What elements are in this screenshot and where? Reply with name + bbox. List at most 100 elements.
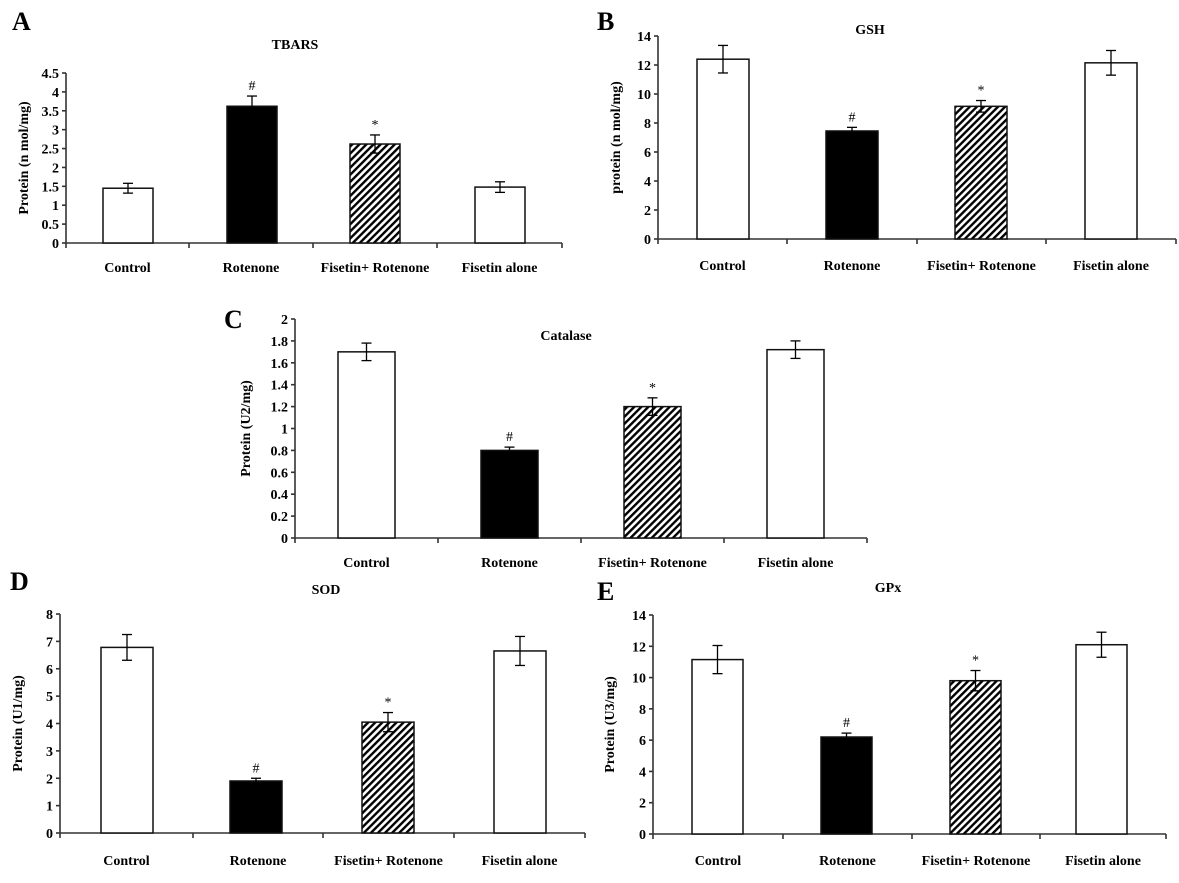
y-tick-label: 2 (281, 313, 288, 328)
x-tick-label: Fisetin+ Rotenone (321, 261, 430, 276)
y-tick-label: 7 (46, 635, 53, 650)
bar-rotenone (229, 780, 283, 834)
y-tick-label: 1 (281, 423, 288, 438)
panel-letter: C (224, 305, 243, 334)
y-axis-label: Protein (U3/mg) (603, 676, 618, 773)
y-tick-label: 1.6 (271, 357, 289, 372)
bar-fisetin-alone (1075, 643, 1128, 835)
y-tick-label: 1 (46, 800, 53, 815)
y-tick-label: 14 (632, 609, 646, 624)
bar-fisetin-rotenone (349, 143, 401, 244)
y-tick-label: 2 (639, 797, 646, 812)
y-tick-label: 0.2 (271, 510, 289, 525)
x-tick-label: Control (104, 261, 151, 276)
x-tick-label: Fisetin+ Rotenone (334, 854, 443, 869)
y-tick-label: 10 (632, 672, 646, 687)
panel-e: E GPx 0 2 4 6 8 10 12 14 Protein (U3/mg) Control # Ro… (597, 577, 1167, 869)
chart-title: Catalase (540, 329, 591, 344)
error-bar (122, 633, 132, 661)
y-tick-label: 14 (637, 30, 651, 45)
panel-letter: A (12, 7, 31, 36)
y-tick-label: 3.5 (42, 105, 60, 120)
y-tick-label: 8 (46, 608, 53, 623)
y-tick-label: 6 (46, 663, 53, 678)
error-bar (712, 644, 723, 675)
y-tick-label: 1.2 (271, 401, 289, 416)
x-tick-label: Rotenone (481, 556, 538, 571)
x-tick-label: Fisetin alone (758, 556, 834, 571)
y-tick-label: 0 (46, 827, 53, 842)
y-axis-label: protein (n mol/mg) (609, 81, 624, 194)
significance-marker: # (506, 430, 513, 445)
y-axis-label: Protein (U1/mg) (11, 675, 26, 772)
y-tick-label: 1.5 (42, 180, 60, 195)
y-tick-label: 0 (281, 532, 288, 547)
y-tick-label: 6 (644, 146, 651, 161)
chart-title: GPx (875, 581, 901, 596)
x-tick-label: Rotenone (824, 259, 881, 274)
y-tick-label: 3 (52, 124, 59, 139)
y-tick-label: 10 (637, 88, 651, 103)
error-bar (123, 182, 133, 194)
significance-marker: # (843, 716, 850, 731)
y-axis-label: Protein (U2/mg) (239, 380, 254, 477)
panel-letter: B (597, 7, 614, 36)
bar-control (696, 58, 750, 240)
y-tick-label: 0.8 (271, 444, 289, 459)
significance-marker: # (249, 79, 256, 94)
chart-title: TBARS (272, 38, 319, 53)
y-axis-label: Protein (n mol/mg) (17, 101, 32, 215)
error-bar (718, 44, 728, 74)
y-tick-label: 8 (644, 117, 651, 132)
x-tick-label: Rotenone (223, 261, 280, 276)
y-tick-label: 1.4 (271, 379, 289, 394)
bar-control (102, 187, 154, 244)
bar-fisetin-rotenone (954, 105, 1008, 240)
bar-fisetin-alone (493, 650, 547, 834)
bar-control (691, 658, 744, 835)
x-tick-label: Fisetin alone (1073, 259, 1149, 274)
bar-control (100, 646, 154, 834)
panel-c: C Catalase 0 0.2 0.4 0.6 0.8 1 1.2 1.4 1.6 1.8 2 Prot… (224, 305, 868, 571)
error-bar (383, 711, 393, 733)
y-tick-label: 4 (639, 765, 646, 780)
bar-fisetin-rotenone (361, 721, 415, 834)
x-tick-label: Fisetin alone (482, 854, 558, 869)
y-tick-label: 12 (632, 640, 646, 655)
y-tick-label: 1 (52, 199, 59, 214)
panel-d: D SOD 0 1 2 3 4 5 6 7 8 Protein (U1/mg) Control # Rote… (10, 567, 586, 869)
bar-fisetin-alone (1084, 62, 1138, 240)
panel-letter: E (597, 577, 614, 606)
bar-fisetin-alone (766, 348, 825, 539)
bar-fisetin-alone (474, 186, 526, 244)
y-tick-label: 0 (639, 828, 646, 843)
y-tick-label: 0.5 (42, 218, 60, 233)
error-bar (841, 732, 852, 741)
x-tick-label: Control (699, 259, 746, 274)
error-bar (515, 635, 525, 667)
bar-rotenone (480, 449, 539, 539)
error-bar (647, 397, 658, 417)
y-tick-label: 12 (637, 59, 651, 74)
y-tick-label: 2 (46, 772, 53, 787)
significance-marker: * (972, 654, 979, 669)
error-bar (1096, 631, 1107, 658)
y-tick-label: 8 (639, 703, 646, 718)
y-tick-label: 4.5 (42, 67, 60, 82)
error-bar (495, 181, 505, 194)
significance-marker: * (372, 118, 379, 133)
y-tick-label: 4 (644, 175, 651, 190)
error-bar (251, 777, 261, 784)
y-tick-label: 4 (46, 718, 53, 733)
y-tick-label: 1.8 (271, 335, 289, 350)
x-tick-label: Control (695, 854, 742, 869)
y-tick-label: 5 (46, 690, 53, 705)
error-bar (361, 342, 372, 362)
y-tick-label: 0.6 (271, 466, 289, 481)
significance-marker: * (385, 696, 392, 711)
y-tick-label: 2.5 (42, 143, 60, 158)
significance-marker: * (978, 84, 985, 99)
error-bar (247, 95, 257, 117)
bar-rotenone (825, 130, 879, 240)
